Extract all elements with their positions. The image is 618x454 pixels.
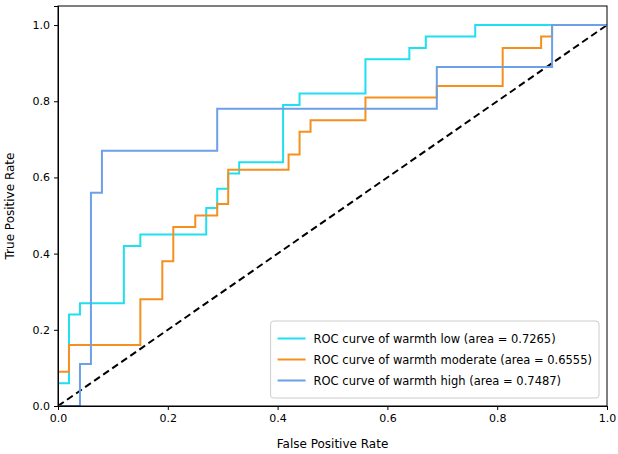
x-axis: 0.0 0.2 0.4 0.6 0.8 1.0 [50, 406, 617, 425]
tick-label: 0.4 [269, 412, 287, 425]
tick-label: 0.4 [33, 248, 51, 261]
roc-line [58, 25, 607, 406]
chart: 0.0 0.2 0.4 0.6 0.8 1.0 0.0 0.2 0.4 0.6 0.8 1.0 Fals… [0, 0, 618, 454]
tick: 0.6 [33, 171, 59, 184]
tick: 0.2 [33, 324, 59, 337]
tick-mark [54, 406, 58, 407]
tick-label: 0.2 [160, 412, 178, 425]
plot-frame [58, 6, 607, 406]
legend-box [271, 321, 599, 398]
tick: 0.0 [33, 400, 59, 413]
x-axis-title: False Positive Rate [277, 437, 389, 451]
tick-label: 0.0 [33, 400, 51, 413]
tick-mark [387, 406, 388, 410]
legend-swatch [278, 359, 306, 361]
tick: 0.4 [33, 248, 59, 261]
tick-label: 0.6 [33, 171, 51, 184]
tick-mark [54, 25, 58, 26]
tick: 0.4 [269, 406, 287, 425]
tick: 1.0 [33, 19, 59, 32]
tick: 0.2 [160, 406, 178, 425]
tick: 0.8 [489, 406, 507, 425]
tick-label: 0.2 [33, 324, 51, 337]
legend: ROC curve of warmth low (area = 0.7265) R… [271, 321, 599, 398]
tick-mark [54, 254, 58, 255]
tick-label: 0.0 [50, 412, 68, 425]
tick-label: 0.6 [379, 412, 397, 425]
y-axis-title: True Positive Rate [3, 153, 17, 261]
tick-mark [54, 101, 58, 102]
legend-swatch [278, 338, 306, 340]
tick-mark [607, 406, 608, 410]
legend-label: ROC curve of warmth moderate (area = 0.6… [314, 353, 592, 367]
roc-line [58, 25, 607, 406]
tick-label: 0.8 [33, 95, 51, 108]
tick-label: 1.0 [599, 412, 617, 425]
legend-swatch [278, 380, 306, 382]
tick-mark [497, 406, 498, 410]
tick: 0.0 [50, 406, 68, 425]
tick: 0.6 [379, 406, 397, 425]
plot-area [58, 25, 607, 406]
tick: 0.8 [33, 95, 59, 108]
tick-mark [54, 330, 58, 331]
legend-label: ROC curve of warmth low (area = 0.7265) [314, 332, 556, 346]
tick-mark [54, 177, 58, 178]
legend-label: ROC curve of warmth high (area = 0.7487) [314, 374, 562, 388]
tick-label: 1.0 [33, 19, 51, 32]
tick-mark [278, 406, 279, 410]
reference-line [58, 25, 607, 406]
tick-mark [168, 406, 169, 410]
x-axis-line [59, 407, 608, 411]
roc-line [58, 25, 607, 406]
y-axis: 0.0 0.2 0.4 0.6 0.8 1.0 [33, 7, 59, 414]
tick: 1.0 [599, 406, 617, 425]
tick-label: 0.8 [489, 412, 507, 425]
